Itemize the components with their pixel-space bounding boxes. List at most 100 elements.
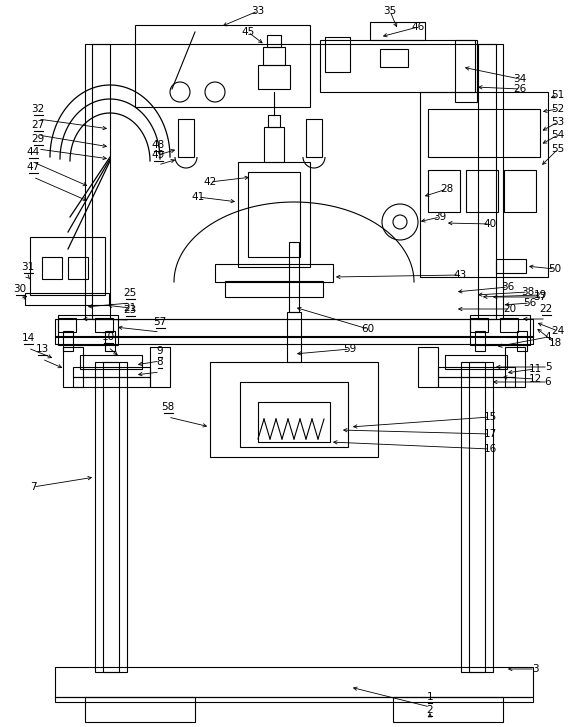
Text: 18: 18 bbox=[549, 338, 562, 348]
Bar bbox=[461, 362, 493, 672]
Bar bbox=[505, 347, 525, 387]
Text: 35: 35 bbox=[383, 6, 397, 16]
Text: 10: 10 bbox=[102, 332, 115, 342]
Text: 14: 14 bbox=[21, 333, 35, 343]
Text: 21: 21 bbox=[123, 303, 136, 313]
Bar bbox=[517, 331, 527, 351]
Text: 24: 24 bbox=[552, 326, 564, 336]
Bar bbox=[178, 119, 194, 157]
Bar bbox=[475, 331, 485, 351]
Bar bbox=[306, 119, 322, 157]
Bar bbox=[55, 667, 533, 697]
Bar bbox=[287, 312, 301, 362]
Bar bbox=[73, 367, 150, 377]
Text: 9: 9 bbox=[156, 346, 163, 356]
Bar bbox=[95, 362, 127, 672]
Bar bbox=[500, 318, 518, 332]
Bar bbox=[504, 170, 536, 212]
Bar bbox=[445, 355, 507, 369]
Bar bbox=[320, 40, 475, 92]
Bar bbox=[325, 37, 350, 72]
Text: 13: 13 bbox=[35, 344, 49, 354]
Bar bbox=[438, 377, 515, 387]
Bar bbox=[455, 40, 477, 102]
Bar bbox=[92, 44, 110, 319]
Text: 53: 53 bbox=[552, 117, 564, 127]
Bar bbox=[215, 264, 333, 282]
Bar bbox=[55, 336, 533, 344]
Bar bbox=[73, 377, 150, 387]
Bar bbox=[428, 170, 460, 212]
Bar bbox=[55, 697, 533, 702]
Text: 22: 22 bbox=[539, 304, 553, 314]
Text: 41: 41 bbox=[191, 192, 205, 202]
Text: 52: 52 bbox=[552, 104, 564, 114]
Text: 15: 15 bbox=[483, 412, 497, 422]
Bar bbox=[210, 362, 378, 457]
Bar bbox=[225, 281, 323, 297]
Text: 37: 37 bbox=[533, 292, 547, 302]
Text: 27: 27 bbox=[31, 120, 45, 130]
Bar bbox=[42, 257, 62, 279]
Bar bbox=[418, 347, 438, 387]
Text: 59: 59 bbox=[343, 344, 357, 354]
Text: 29: 29 bbox=[31, 134, 45, 144]
Text: 55: 55 bbox=[552, 144, 564, 154]
Bar bbox=[267, 35, 281, 47]
Text: 2: 2 bbox=[427, 705, 433, 715]
Text: 33: 33 bbox=[252, 6, 265, 16]
Text: 23: 23 bbox=[123, 305, 136, 315]
Bar bbox=[150, 347, 170, 387]
Text: 46: 46 bbox=[412, 22, 425, 32]
Text: 32: 32 bbox=[31, 104, 45, 114]
Bar bbox=[248, 172, 300, 257]
Bar bbox=[380, 49, 408, 67]
Bar bbox=[428, 109, 540, 157]
Bar bbox=[496, 259, 526, 273]
Text: 34: 34 bbox=[513, 74, 527, 84]
Text: 31: 31 bbox=[21, 262, 35, 272]
Bar bbox=[258, 402, 330, 442]
Bar bbox=[55, 319, 533, 337]
Bar bbox=[466, 170, 498, 212]
Text: 50: 50 bbox=[549, 264, 562, 274]
Text: 58: 58 bbox=[161, 402, 175, 412]
Text: 36: 36 bbox=[502, 282, 514, 292]
Text: 60: 60 bbox=[362, 324, 375, 334]
Text: 6: 6 bbox=[544, 377, 552, 387]
Text: 40: 40 bbox=[483, 219, 496, 229]
Bar bbox=[58, 318, 76, 332]
Bar bbox=[470, 315, 530, 345]
Text: 17: 17 bbox=[483, 429, 497, 439]
Text: 4: 4 bbox=[544, 332, 552, 342]
Text: 54: 54 bbox=[552, 130, 564, 140]
Bar bbox=[470, 318, 488, 332]
Text: 39: 39 bbox=[433, 212, 447, 222]
Bar bbox=[238, 162, 310, 267]
Text: 38: 38 bbox=[522, 287, 534, 297]
Bar bbox=[105, 331, 115, 351]
Text: 48: 48 bbox=[151, 140, 165, 150]
Text: 45: 45 bbox=[242, 27, 255, 37]
Text: 47: 47 bbox=[26, 162, 39, 172]
Bar bbox=[469, 362, 485, 672]
Bar bbox=[263, 47, 285, 65]
Bar bbox=[85, 44, 503, 319]
Text: 7: 7 bbox=[29, 482, 36, 492]
Bar bbox=[58, 315, 118, 345]
Bar bbox=[85, 697, 195, 722]
Text: 42: 42 bbox=[203, 177, 216, 187]
Text: 56: 56 bbox=[523, 298, 537, 308]
Text: 1: 1 bbox=[427, 692, 433, 702]
Bar bbox=[268, 115, 280, 127]
Bar bbox=[438, 367, 515, 377]
Bar bbox=[135, 25, 310, 107]
Text: 57: 57 bbox=[153, 317, 166, 327]
Bar bbox=[63, 347, 83, 387]
Text: 51: 51 bbox=[552, 90, 564, 100]
Bar bbox=[289, 242, 299, 312]
Text: 25: 25 bbox=[123, 288, 136, 298]
Bar bbox=[370, 22, 425, 40]
Bar bbox=[393, 697, 503, 722]
Text: 11: 11 bbox=[529, 364, 542, 374]
